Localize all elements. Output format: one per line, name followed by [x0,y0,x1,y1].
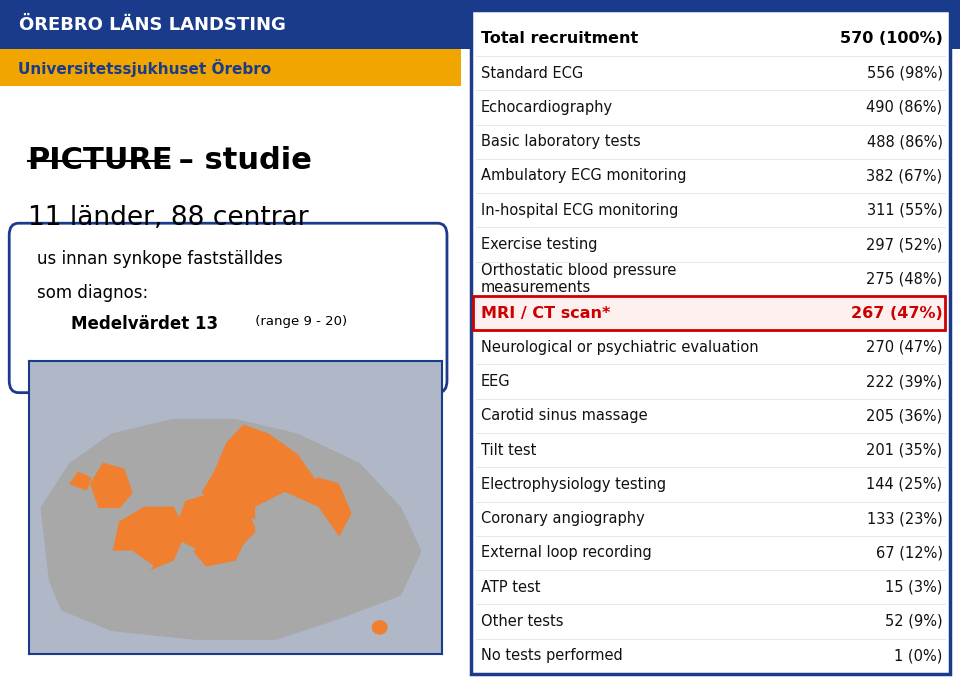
Text: ÖREBRO LÄNS LANDSTING: ÖREBRO LÄNS LANDSTING [19,16,286,33]
Text: 205 (36%): 205 (36%) [867,409,943,424]
FancyBboxPatch shape [10,223,447,393]
Text: In-hospital ECG monitoring: In-hospital ECG monitoring [481,203,678,218]
Text: 52 (9%): 52 (9%) [885,614,943,629]
Text: Medelvärdet 13: Medelvärdet 13 [71,315,219,334]
Text: 144 (25%): 144 (25%) [867,477,943,492]
Text: 570 (100%): 570 (100%) [840,31,943,46]
Polygon shape [194,560,244,610]
Text: 222 (39%): 222 (39%) [866,374,943,389]
Text: 556 (98%): 556 (98%) [867,65,943,80]
Text: No tests performed: No tests performed [481,648,622,663]
Text: Basic laboratory tests: Basic laboratory tests [481,134,640,149]
Text: Universitetssjukhuset Örebro: Universitetssjukhuset Örebro [18,59,272,77]
Bar [473,296,945,330]
Text: Standard ECG: Standard ECG [481,65,583,80]
Text: – studie: – studie [168,146,312,175]
Text: Orthostatic blood pressure
measurements: Orthostatic blood pressure measurements [481,263,676,295]
Polygon shape [70,472,90,490]
Text: 270 (47%): 270 (47%) [866,340,943,355]
Text: (range 9 - 20): (range 9 - 20) [252,315,348,328]
Ellipse shape [372,621,387,634]
Text: 490 (86%): 490 (86%) [867,100,943,115]
Text: 382 (67%): 382 (67%) [867,168,943,183]
Text: 133 (23%): 133 (23%) [867,511,943,526]
FancyBboxPatch shape [470,10,950,674]
Text: PICTURE: PICTURE [28,146,173,175]
Text: 15 (3%): 15 (3%) [885,580,943,595]
Polygon shape [111,507,185,572]
Text: 267 (47%): 267 (47%) [851,306,943,321]
Text: Tilt test: Tilt test [481,443,536,458]
Text: 275 (48%): 275 (48%) [866,271,943,286]
Text: som diagnos:: som diagnos: [36,284,148,302]
Text: Coronary angiography: Coronary angiography [481,511,644,526]
Text: MRI / CT scan*: MRI / CT scan* [481,306,611,321]
Text: us innan synkope fastställdes: us innan synkope fastställdes [36,250,282,268]
Text: 311 (55%): 311 (55%) [867,203,943,218]
Polygon shape [203,426,318,522]
Text: Neurological or psychiatric evaluation: Neurological or psychiatric evaluation [481,340,758,355]
Text: Ambulatory ECG monitoring: Ambulatory ECG monitoring [481,168,686,183]
Text: 1 (0%): 1 (0%) [894,648,943,663]
Text: External loop recording: External loop recording [481,545,652,560]
Text: ATP test: ATP test [481,580,540,595]
Polygon shape [41,419,421,639]
Text: Carotid sinus massage: Carotid sinus massage [481,409,647,424]
Text: Other tests: Other tests [481,614,564,629]
Text: 11 länder, 88 centrar: 11 länder, 88 centrar [28,206,308,232]
Text: Total recruitment: Total recruitment [481,31,638,46]
Text: Exercise testing: Exercise testing [481,237,597,252]
Text: 201 (35%): 201 (35%) [867,443,943,458]
Polygon shape [298,478,350,543]
Polygon shape [255,493,339,572]
Polygon shape [90,552,153,595]
Polygon shape [194,537,244,566]
Text: Echocardiography: Echocardiography [481,100,612,115]
Text: Electrophysiology testing: Electrophysiology testing [481,477,666,492]
Text: 67 (12%): 67 (12%) [876,545,943,560]
Polygon shape [90,463,132,507]
Polygon shape [174,493,255,552]
Text: 488 (86%): 488 (86%) [867,134,943,149]
Text: EEG: EEG [481,374,511,389]
Text: 297 (52%): 297 (52%) [866,237,943,252]
